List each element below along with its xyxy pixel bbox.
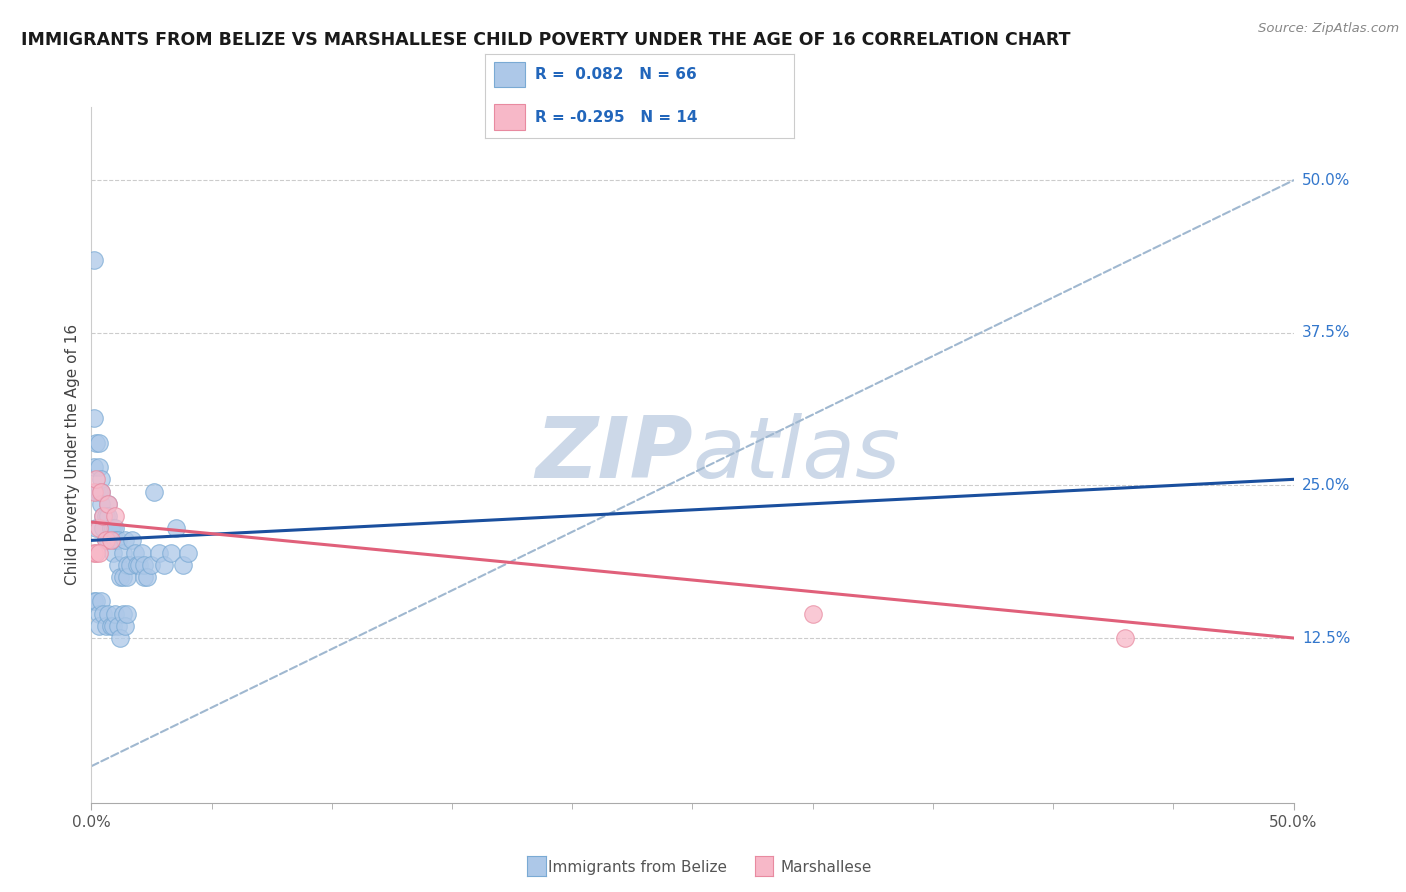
Point — [87, 460, 110, 475]
Bar — [495, 104, 526, 130]
Point — [114, 533, 136, 548]
Point — [90, 484, 112, 499]
Text: atlas: atlas — [692, 413, 900, 497]
Text: R =  0.082   N = 66: R = 0.082 N = 66 — [534, 67, 696, 82]
Point — [93, 521, 115, 535]
Point — [94, 508, 117, 523]
Point — [83, 460, 105, 475]
Point — [84, 435, 107, 450]
Point — [94, 533, 117, 548]
Point — [97, 607, 120, 621]
Point — [165, 521, 187, 535]
Point — [101, 521, 124, 535]
Point — [117, 570, 139, 584]
Point — [128, 558, 150, 572]
Point — [87, 484, 110, 499]
Point — [101, 619, 124, 633]
Point — [97, 533, 120, 548]
Point — [84, 472, 107, 486]
Text: 37.5%: 37.5% — [1302, 326, 1350, 341]
Point — [110, 570, 132, 584]
Point — [83, 252, 105, 267]
Point — [100, 521, 122, 535]
Point — [93, 508, 115, 523]
Point — [104, 607, 127, 621]
Text: Source: ZipAtlas.com: Source: ZipAtlas.com — [1258, 22, 1399, 36]
Point — [107, 533, 129, 548]
Text: Marshallese: Marshallese — [780, 860, 872, 874]
Point — [134, 558, 156, 572]
Point — [84, 521, 107, 535]
Point — [104, 508, 127, 523]
Point — [87, 521, 110, 535]
Point — [148, 545, 170, 559]
Point — [90, 594, 112, 608]
Point — [90, 497, 112, 511]
Text: 50.0%: 50.0% — [1302, 173, 1350, 188]
Point — [93, 508, 115, 523]
Text: ZIP: ZIP — [534, 413, 692, 497]
Text: R = -0.295   N = 14: R = -0.295 N = 14 — [534, 110, 697, 125]
Point — [134, 570, 156, 584]
Point — [83, 594, 105, 608]
Point — [111, 570, 134, 584]
Point — [121, 533, 143, 548]
Point — [172, 558, 194, 572]
Point — [100, 533, 122, 548]
Point — [131, 545, 153, 559]
Text: 25.0%: 25.0% — [1302, 478, 1350, 493]
Point — [83, 484, 105, 499]
Point — [1114, 631, 1136, 645]
Point — [176, 545, 198, 559]
Point — [90, 484, 112, 499]
Point — [114, 619, 136, 633]
Point — [141, 558, 163, 572]
Point — [111, 545, 134, 559]
Point — [110, 631, 132, 645]
Point — [101, 545, 124, 559]
Point — [84, 545, 107, 559]
Point — [84, 484, 107, 499]
Text: Immigrants from Belize: Immigrants from Belize — [548, 860, 727, 874]
Point — [117, 558, 139, 572]
Point — [87, 619, 110, 633]
Point — [93, 607, 115, 621]
Point — [83, 411, 105, 425]
Text: 12.5%: 12.5% — [1302, 631, 1350, 646]
Point — [94, 533, 117, 548]
Point — [87, 607, 110, 621]
Bar — [495, 62, 526, 87]
Point — [118, 558, 141, 572]
Point — [125, 558, 148, 572]
Point — [83, 545, 105, 559]
Point — [104, 533, 127, 548]
Point — [94, 619, 117, 633]
Point — [100, 619, 122, 633]
Point — [117, 607, 139, 621]
Point — [104, 521, 127, 535]
Point — [90, 472, 112, 486]
Point — [801, 607, 824, 621]
Point — [124, 545, 146, 559]
Point — [100, 521, 122, 535]
Point — [107, 558, 129, 572]
Point — [152, 558, 174, 572]
Y-axis label: Child Poverty Under the Age of 16: Child Poverty Under the Age of 16 — [65, 325, 80, 585]
Point — [97, 497, 120, 511]
Point — [111, 607, 134, 621]
Point — [97, 508, 120, 523]
Point — [97, 497, 120, 511]
Point — [159, 545, 181, 559]
Point — [87, 435, 110, 450]
Point — [84, 594, 107, 608]
Point — [135, 570, 157, 584]
Point — [142, 484, 165, 499]
Point — [87, 545, 110, 559]
Point — [107, 619, 129, 633]
Text: IMMIGRANTS FROM BELIZE VS MARSHALLESE CHILD POVERTY UNDER THE AGE OF 16 CORRELAT: IMMIGRANTS FROM BELIZE VS MARSHALLESE CH… — [21, 31, 1070, 49]
